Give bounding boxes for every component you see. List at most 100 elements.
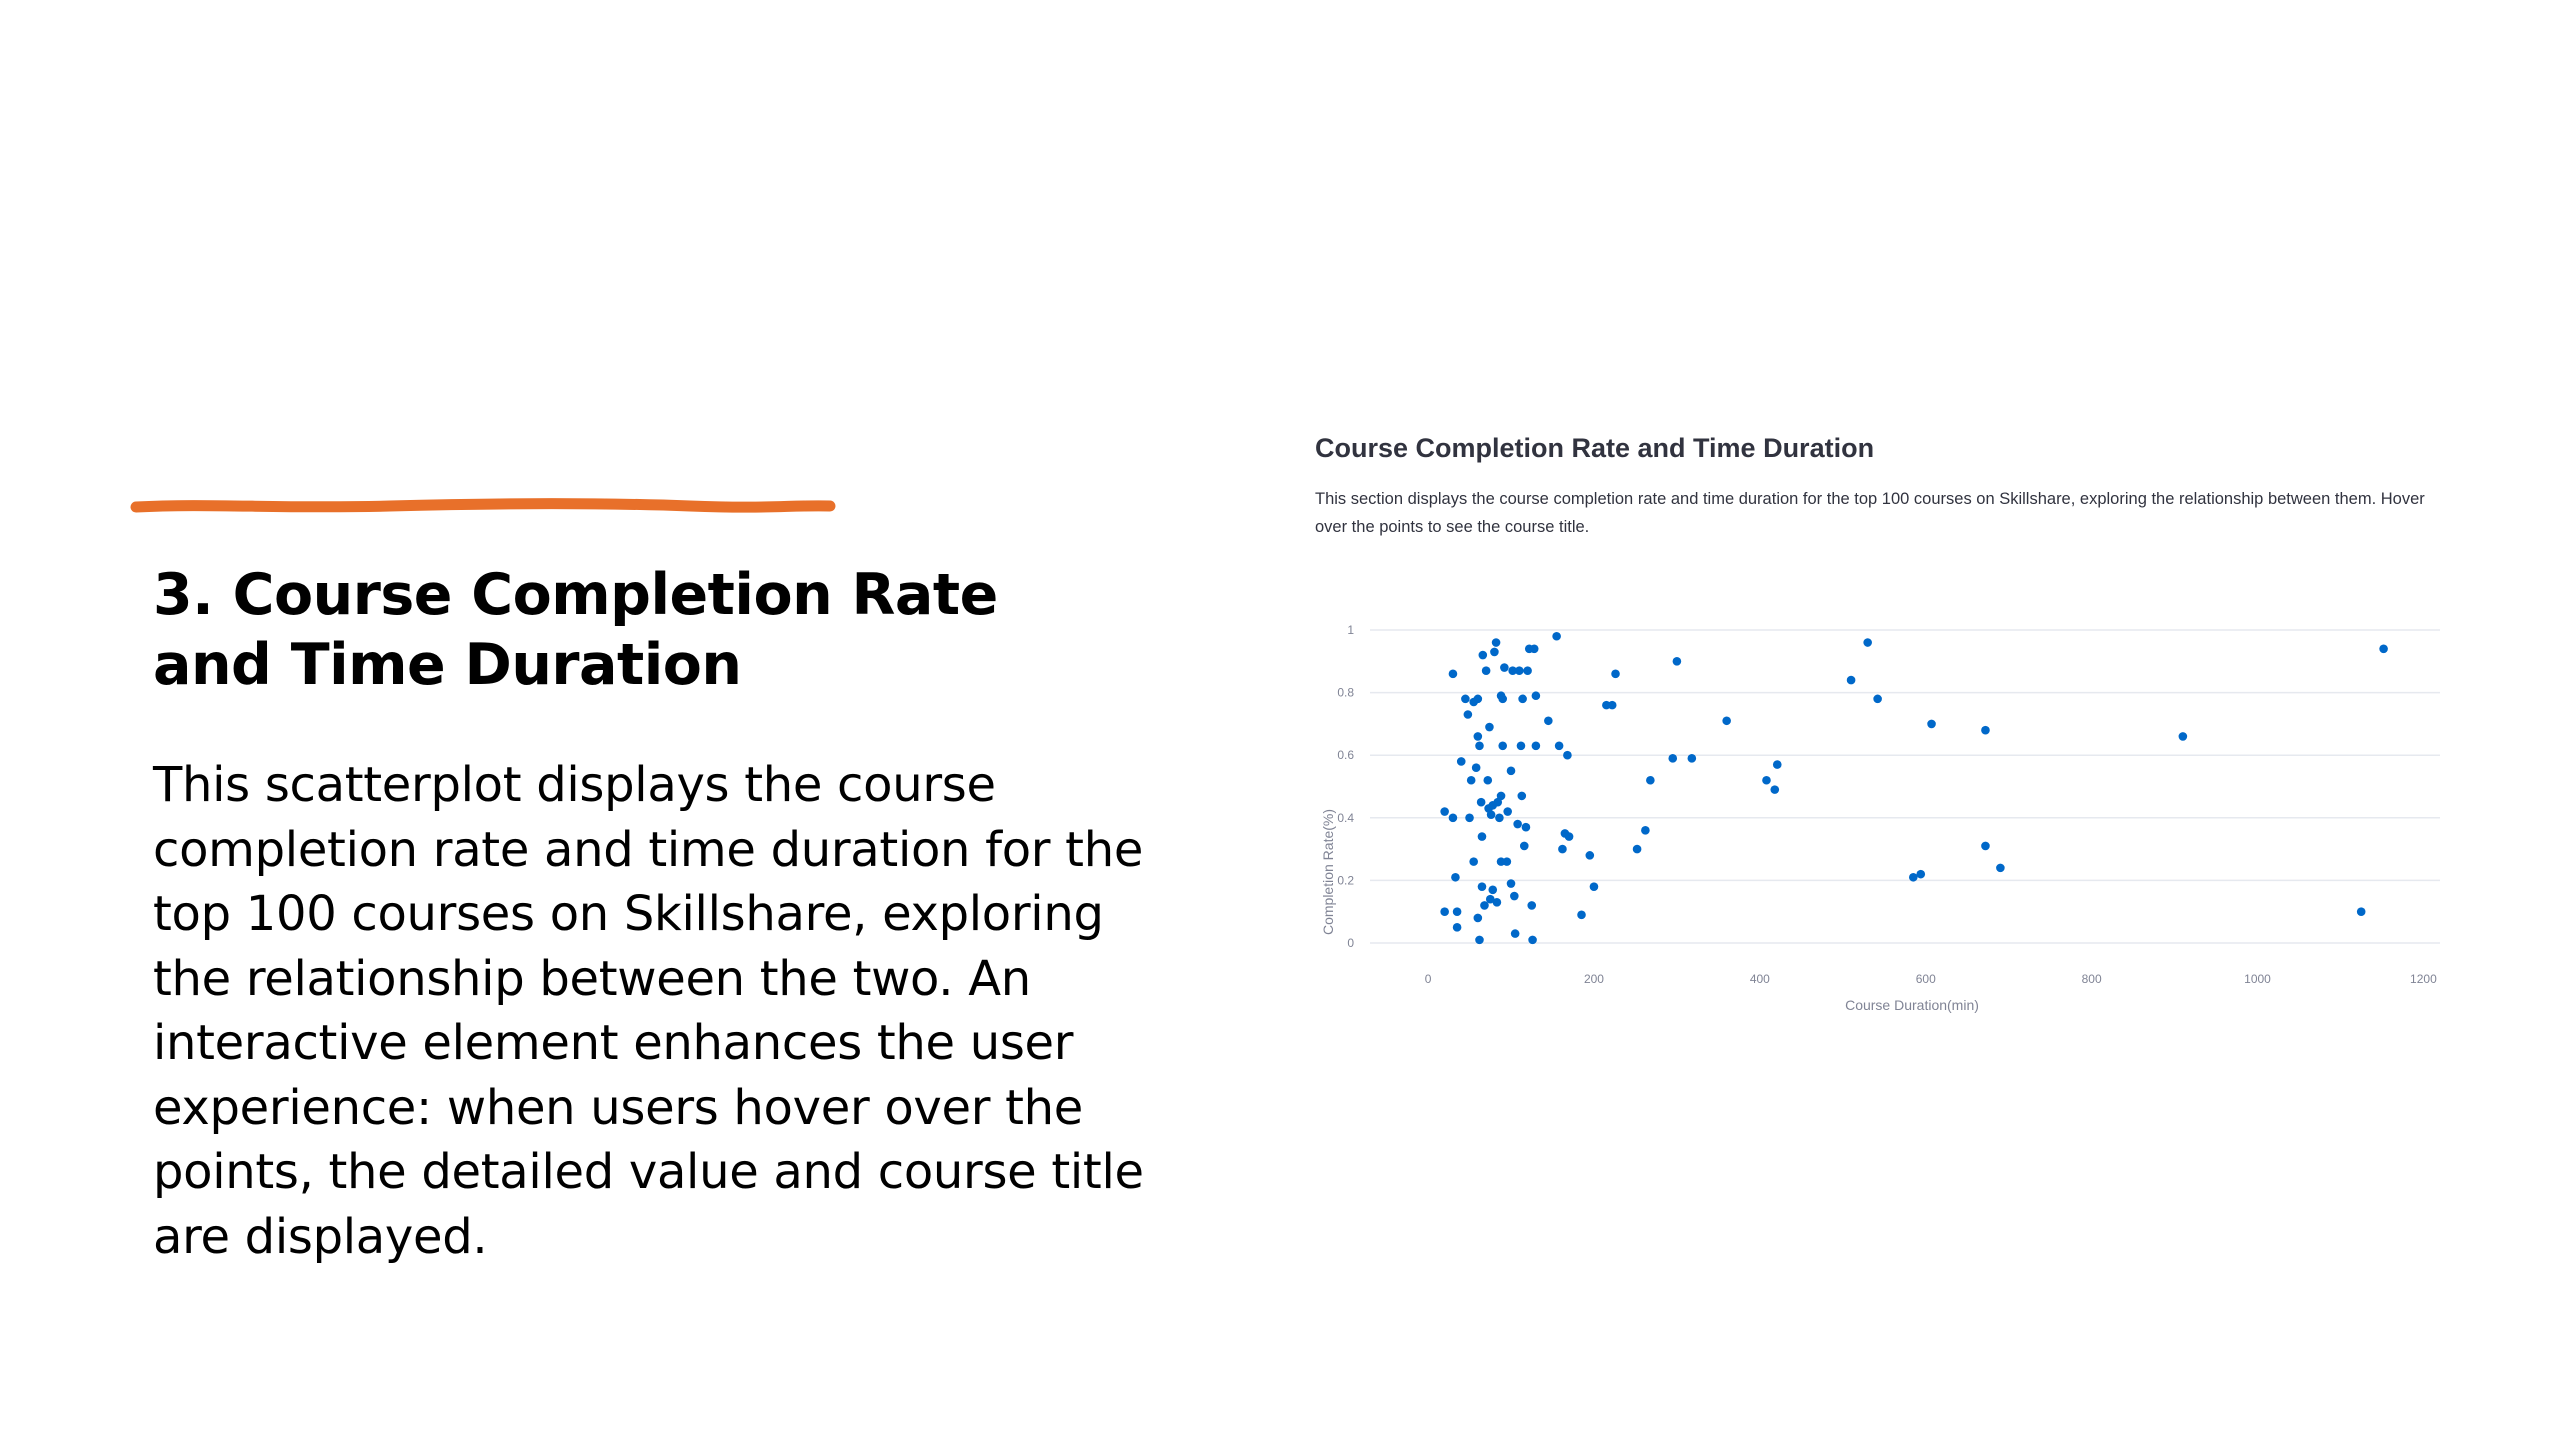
scatter-point[interactable] [1475,935,1484,945]
scatter-point[interactable] [1510,929,1520,938]
scatter-point[interactable] [1500,663,1509,672]
scatter-point[interactable] [1465,813,1474,823]
scatter-point[interactable] [2178,732,2188,741]
y-tick-label: 0.8 [1337,686,1354,700]
scatter-point[interactable] [1863,638,1872,647]
scatter-point[interactable] [1488,885,1498,895]
chart-panel-description: This section displays the course complet… [1315,490,2425,536]
scatter-point[interactable] [1519,841,1529,851]
scatter-point[interactable] [1981,725,1990,735]
scatter-point[interactable] [1516,741,1526,751]
scatter-point[interactable] [1461,694,1470,704]
scatter-point[interactable] [1485,894,1495,904]
x-tick-label: 0 [1425,972,1432,986]
scatter-point[interactable] [1531,691,1541,701]
scatter-point[interactable] [1770,785,1780,794]
chart-points[interactable] [1440,631,2388,945]
scatter-point[interactable] [1558,844,1567,854]
scatter-point[interactable] [1498,694,1508,704]
scatter-point[interactable] [1722,716,1731,726]
scatter-point[interactable] [2356,907,2366,916]
scatter-point[interactable] [1527,901,1537,910]
scatter-point[interactable] [1916,869,1926,879]
scatter-point[interactable] [1475,741,1484,751]
scatter-point[interactable] [1486,810,1496,819]
scatter-point[interactable] [1491,638,1501,647]
scatter-point[interactable] [1506,879,1516,888]
scatter-point[interactable] [1908,872,1918,882]
scatter-point[interactable] [1481,666,1491,675]
scatter-point[interactable] [1762,775,1771,785]
scatter-point[interactable] [1483,775,1493,785]
scatter-point[interactable] [1508,666,1517,675]
x-tick-label: 800 [2082,972,2102,986]
scatter-point[interactable] [1452,907,1462,916]
scatter-point[interactable] [1478,650,1488,660]
scatter-point[interactable] [1607,700,1617,710]
scatter-point[interactable] [1492,898,1502,907]
scatter-point[interactable] [1518,694,1527,704]
scatter-point[interactable] [1495,813,1504,823]
scatter-point[interactable] [1529,644,1539,654]
scatter-point[interactable] [1528,935,1537,945]
scatter-point[interactable] [1981,841,1990,851]
scatter-point[interactable] [1451,872,1460,882]
scatter-point[interactable] [1485,722,1494,732]
scatter-point[interactable] [1463,710,1473,719]
y-axis-ticks: 0 0.2 0.4 0.6 0.8 1 [1337,623,1354,950]
scatter-point[interactable] [1554,741,1564,751]
scatter-point[interactable] [1646,775,1655,785]
scatter-point[interactable] [1448,813,1458,823]
scatter-point[interactable] [1668,754,1678,763]
scatter-point[interactable] [1585,851,1595,860]
scatter-point[interactable] [1544,716,1553,726]
scatter-point[interactable] [1477,832,1487,841]
scatter-point[interactable] [1503,807,1512,816]
scatter-point[interactable] [1456,757,1466,766]
scatter-point[interactable] [1589,882,1599,891]
scatter-point[interactable] [1772,760,1782,769]
scatter-point[interactable] [1498,741,1508,751]
scatter-point[interactable] [1564,832,1574,841]
scatter-point[interactable] [1552,631,1561,641]
scatter-point[interactable] [1473,913,1483,923]
scatter-point[interactable] [1466,775,1476,785]
scatter-point[interactable] [1440,907,1449,916]
scatter-point[interactable] [1452,923,1462,932]
scatter-point[interactable] [1846,675,1856,685]
scatter-point[interactable] [1611,669,1620,679]
scatter-point[interactable] [1632,844,1642,854]
scatter-point[interactable] [1672,657,1682,666]
scatter-point[interactable] [1469,857,1478,866]
scatter-point[interactable] [1515,666,1524,675]
scatter-point[interactable] [1473,732,1483,741]
scatter-point[interactable] [1563,750,1572,760]
x-tick-label: 200 [1584,972,1604,986]
scatter-point[interactable] [1523,666,1532,675]
scatter-chart[interactable]: 0 0.2 0.4 0.6 0.8 1 0 200 400 600 800 1000 1200 Cou… [1300,610,2460,1020]
scatter-point[interactable] [1506,766,1516,776]
scatter-point[interactable] [2379,644,2388,654]
scatter-point[interactable] [1521,822,1531,832]
scatter-point[interactable] [1496,791,1506,801]
scatter-point[interactable] [1927,719,1936,729]
scatter-point[interactable] [1502,857,1512,866]
scatter-point[interactable] [1448,669,1458,679]
scatter-point[interactable] [1517,791,1527,801]
scatter-point[interactable] [1476,797,1486,807]
scatter-point[interactable] [1513,819,1522,829]
scatter-point[interactable] [1490,647,1499,657]
scatter-point[interactable] [1477,882,1487,891]
scatter-point[interactable] [1687,754,1697,763]
scatter-point[interactable] [1471,763,1481,773]
scatter-point[interactable] [1531,741,1541,751]
scatter-point[interactable] [1996,863,2005,873]
scatter-point[interactable] [1641,826,1650,835]
scatter-point[interactable] [1440,807,1449,816]
scatter-point[interactable] [1873,694,1882,704]
scatter-point[interactable] [1473,694,1483,704]
scatter-point[interactable] [1577,910,1586,920]
scatter-point[interactable] [1510,891,1519,901]
scatter-point[interactable] [1480,901,1489,910]
x-tick-label: 600 [1916,972,1936,986]
